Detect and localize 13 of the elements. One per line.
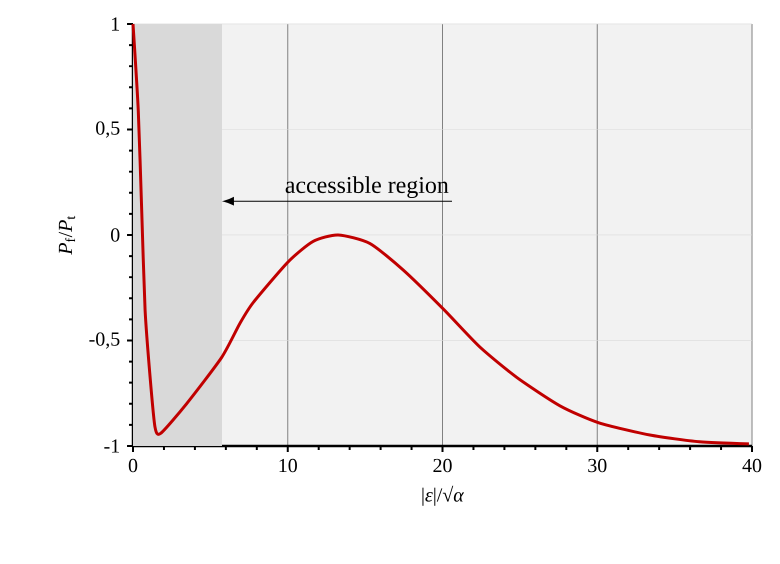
x-tick-label: 10 <box>280 458 297 472</box>
y-tick-label: 0 <box>110 228 120 242</box>
x-axis-title: |ε|/√α <box>422 486 464 506</box>
y-tick-label: 1 <box>112 17 119 31</box>
annotation: accessible region <box>286 176 448 198</box>
y-axis-title: P$_{f}$/P$_{t}$ <box>58 216 76 255</box>
x-tick-label: 20 <box>433 458 452 472</box>
x-tick-label: 0 <box>128 458 138 472</box>
x-tick-label: 30 <box>588 458 606 472</box>
y-tick-label: -1 <box>104 439 119 453</box>
y-tick-label: 0,5 <box>96 121 120 138</box>
x-tick-label: 40 <box>742 458 762 472</box>
y-tick-label: -0,5 <box>89 332 120 349</box>
